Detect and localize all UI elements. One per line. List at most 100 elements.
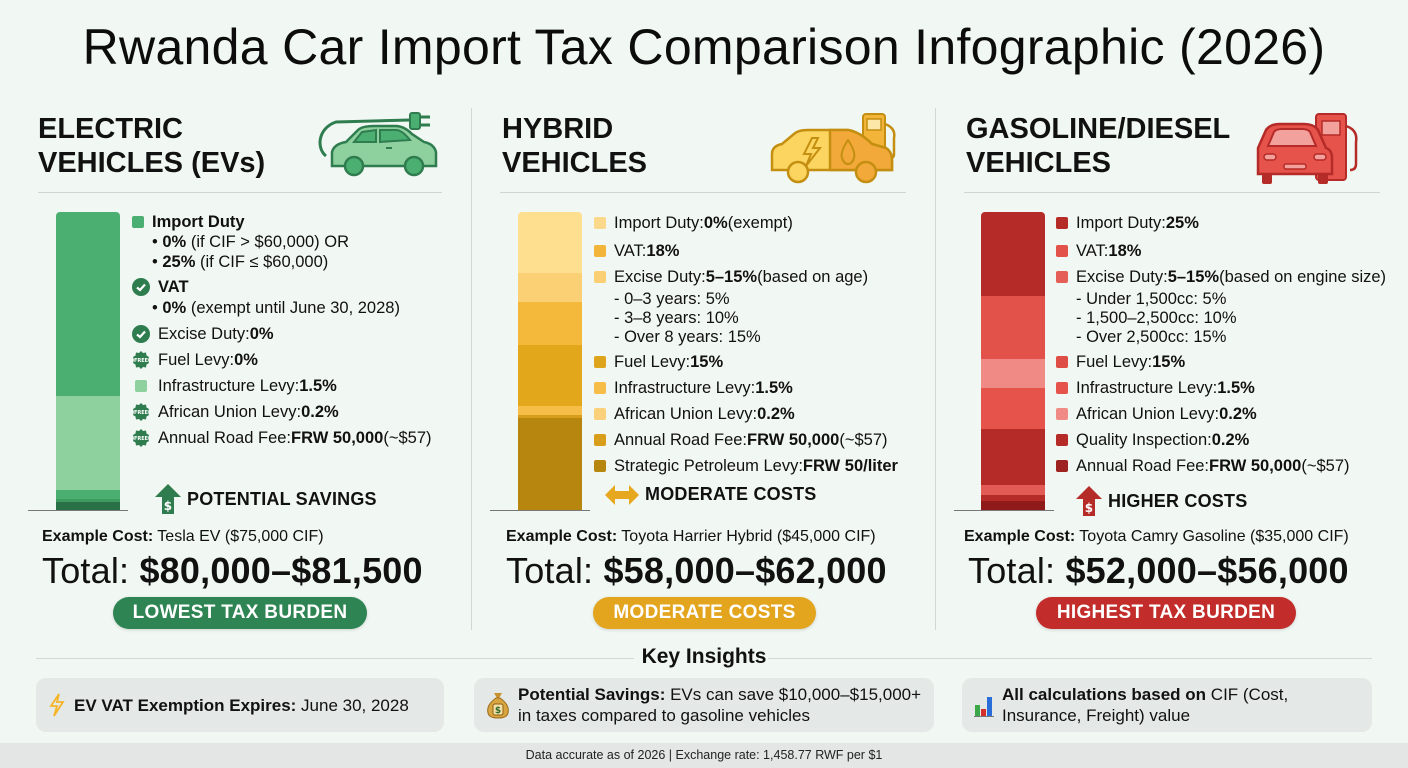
gas-bar-segment-import-duty [981,212,1045,296]
hybrid-legend-excise-duty: Excise Duty: 5–15% (based on age) [594,264,898,290]
legend-swatch [594,382,606,394]
ev-column: ELECTRIC VEHICLES (EVs) Import Duty • [28,108,443,630]
ev-bar-segment-import-duty [56,212,120,396]
legend-value: 25% [1165,214,1199,232]
total-label: Total: [42,550,140,591]
legend-value: 1.5% [299,377,337,395]
gas-bar-segment-infrastructure-levy [981,388,1045,429]
hybrid-bar-segment-vat [518,302,582,345]
check-circle-icon [132,278,150,296]
hybrid-example-cost: Example Cost: Toyota Harrier Hybrid ($45… [506,528,876,546]
example-value: Tesla EV ($75,000 CIF) [153,528,324,545]
legend-label: VAT: [1076,242,1109,260]
svg-text:FREE: FREE [134,410,149,416]
svg-text:$: $ [495,706,501,716]
svg-text:$: $ [164,499,173,513]
ev-example-cost: Example Cost: Tesla EV ($75,000 CIF) [42,528,324,546]
legend-swatch [1056,382,1068,394]
insight-text: All calculations based on CIF (Cost, Ins… [1002,684,1362,726]
legend-swatch [594,271,606,283]
hybrid-legend-vat: VAT: 18% [594,238,898,264]
legend-value: 18% [646,242,680,260]
legend-label: Infrastructure Levy: [158,377,300,395]
ev-heading-line1: ELECTRIC [38,113,183,145]
legend-value: 15% [1152,353,1186,371]
legend-value: 18% [1108,242,1142,260]
example-label: Example Cost: [506,528,618,545]
bar-chart-icon [974,693,994,717]
insight-detail: CIF (Cost, Insurance, Freight) value [1002,685,1289,725]
hybrid-bar-segment-fuel-levy [518,345,582,406]
legend-swatch [1056,217,1068,229]
legend-label: Import Duty [152,213,245,231]
lightning-icon [48,693,66,717]
legend-value: 0% [234,351,258,369]
ev-legend-annual-road-fee: FREE Annual Road Fee: FRW 50,000 (~$57) [132,425,432,451]
hybrid-excise-tier: - 0–3 years: 5% [614,290,730,308]
ev-bar-segment-infrastructure-levy [56,396,120,490]
gas-legend-quality-inspection: Quality Inspection: 0.2% [1056,427,1386,453]
check-circle-icon [132,325,150,343]
legend-value: FRW 50,000 [291,429,384,447]
rate-condition: (if CIF > $60,000) OR [186,233,350,251]
free-badge-icon: FREE [132,351,150,369]
hybrid-legend-annual-road-fee: Annual Road Fee: FRW 50,000 (~$57) [594,427,898,453]
insight-bold: Potential Savings: [518,685,666,704]
ev-heading-divider [38,192,442,193]
legend-suffix: (~$57) [383,429,432,447]
gas-car-fuel-pump-icon [1252,108,1382,195]
legend-label: Annual Road Fee: [158,429,292,447]
double-arrow-icon [605,484,639,505]
hybrid-legend-import-duty: Import Duty: 0% (exempt) [594,212,898,234]
legend-label: Annual Road Fee: [1076,457,1210,475]
ev-vat-condition: • 0% (exempt until June 30, 2028) [152,299,400,317]
hybrid-bar-segment-petroleum-levy [518,418,582,510]
legend-label: African Union Levy: [1076,405,1220,423]
example-label: Example Cost: [964,528,1076,545]
ev-potential-savings-label: $ POTENTIAL SAVINGS [155,484,377,514]
legend-value: FRW 50/liter [802,457,898,475]
legend-label: Strategic Petroleum Levy: [614,457,803,475]
insight-card-potential-savings: $ Potential Savings: EVs can save $10,00… [474,678,934,732]
legend-suffix: (~$57) [839,431,888,449]
gas-legend-annual-road-fee: Annual Road Fee: FRW 50,000 (~$57) [1056,453,1386,479]
legend-label: Annual Road Fee: [614,431,748,449]
insight-card-cif-basis: All calculations based on CIF (Cost, Ins… [962,678,1372,732]
gas-total-cost: Total: $52,000–$56,000 [968,550,1349,592]
gas-legend-infrastructure-levy: Infrastructure Levy: 1.5% [1056,375,1386,401]
gas-bar-segment-road-fee [981,501,1045,510]
gas-legend-excise-duty: Excise Duty: 5–15% (based on engine size… [1056,264,1386,290]
legend-label: Fuel Levy: [614,353,691,371]
hybrid-legend-infrastructure-levy: Infrastructure Levy: 1.5% [594,375,898,401]
legend-value: 0.2% [1211,431,1250,449]
ev-total-cost: Total: $80,000–$81,500 [42,550,423,592]
gas-bar-segment-vat [981,296,1045,359]
legend-suffix: (exempt) [727,214,793,232]
ev-legend-infrastructure-levy: Infrastructure Levy: 1.5% [132,373,432,399]
hybrid-heading-divider [500,192,906,193]
ev-legend: Import Duty • 0% (if CIF > $60,000) OR •… [132,212,432,451]
free-badge-icon: FREE [132,429,150,447]
ev-legend-import-duty: Import Duty [132,212,432,232]
legend-value: 0% [703,214,728,232]
hybrid-bar-segment-infrastructure-levy [518,406,582,415]
tag-text: HIGHER COSTS [1108,490,1248,511]
gas-stacked-bar [981,212,1045,510]
key-insights-rule-left [36,658,634,659]
legend-swatch [1056,245,1068,257]
legend-label: African Union Levy: [614,405,758,423]
legend-swatch [1056,271,1068,283]
legend-label: VAT [158,278,189,296]
hybrid-car-fuel-pump-icon [768,108,913,193]
legend-value: 0.2% [301,403,339,421]
legend-swatch [1056,434,1068,446]
gas-heading-line2: VEHICLES [966,147,1112,179]
rate-value: 0% [162,233,187,251]
hybrid-excise-tier: - Over 8 years: 15% [614,328,761,346]
legend-suffix: (based on age) [757,268,869,286]
legend-value: 1.5% [1217,379,1255,397]
gas-column: GASOLINE/DIESEL VEHICLES Import [954,108,1386,630]
ev-heading: ELECTRIC VEHICLES (EVs) [38,112,265,180]
legend-value: FRW 50,000 [1209,457,1302,475]
total-label: Total: [506,550,604,591]
